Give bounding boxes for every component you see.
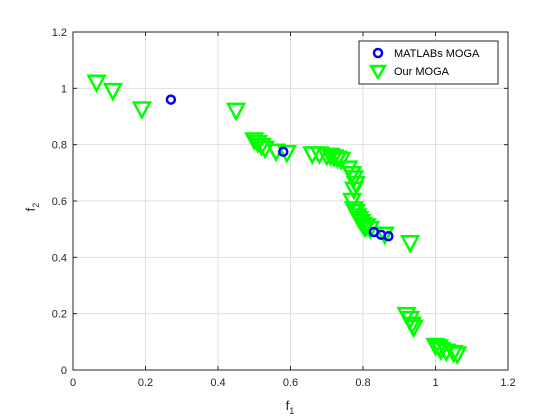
x-tick-label: 0 [70,377,76,389]
y-tick-label: 1.2 [52,27,67,39]
data-point-our-moga [360,220,381,240]
data-point-our-moga [430,342,452,361]
data-point-our-moga [102,82,123,102]
data-point-our-moga [356,218,377,238]
y-tick-label: 0.2 [52,309,67,321]
legend-marker-our-moga [368,64,388,81]
y-axis-title: f2 [23,203,41,212]
x-tick-label: 0.4 [210,377,225,389]
y-tick-label: 0.4 [52,252,67,264]
legend-label-our-moga: Our MOGA [394,66,450,78]
x-axis-title-sub: 1 [289,406,294,416]
x-axis-title: f1 [286,398,295,416]
legend-marker-matlabs-moga [372,47,384,59]
data-point-our-moga [276,144,297,164]
data-point-our-moga [403,319,424,339]
axes: 0 0.2 0.4 0.6 0.8 1 1.2 0 0.2 0.4 0.6 0.8 1 1.2 [52,27,516,389]
data-point-our-moga [327,150,348,170]
data-point-our-moga [374,226,395,246]
y-tick-label: 1 [61,83,67,95]
data-point-matlabs-moga [278,146,289,157]
data-point-our-moga [131,101,152,121]
data-point-our-moga [400,235,421,254]
data-point-matlabs-moga [165,94,177,105]
y-tick-label: 0.6 [52,196,67,208]
data-point-matlabs-moga [383,230,394,242]
data-point-our-moga [447,346,468,366]
data-point-our-moga [323,149,345,168]
legend-box [358,40,499,85]
data-marks [86,74,468,366]
x-tick-label: 0.6 [283,377,298,389]
data-point-our-moga [86,74,107,94]
x-tick-label: 1 [432,377,438,389]
y-tick-label: 0.8 [52,140,67,152]
legend-label-matlabs-moga: MATLABs MOGA [394,48,480,60]
data-point-our-moga [443,344,464,364]
y-tick-label: 0 [61,365,67,377]
data-point-our-moga [343,181,365,201]
x-tick-label: 1.2 [500,377,515,389]
y-axis-title-base: f [23,207,38,211]
x-axis-title-base: f [286,398,290,413]
x-tick-label: 0.2 [138,377,153,389]
data-point-our-moga [251,137,272,157]
x-tick-label: 0.8 [355,377,370,389]
data-point-our-moga [226,102,247,122]
data-point-our-moga [247,135,268,154]
legend: MATLABs MOGA Our MOGA [358,40,499,85]
data-point-our-moga [309,146,330,166]
y-axis-title-sub: 2 [31,203,41,208]
